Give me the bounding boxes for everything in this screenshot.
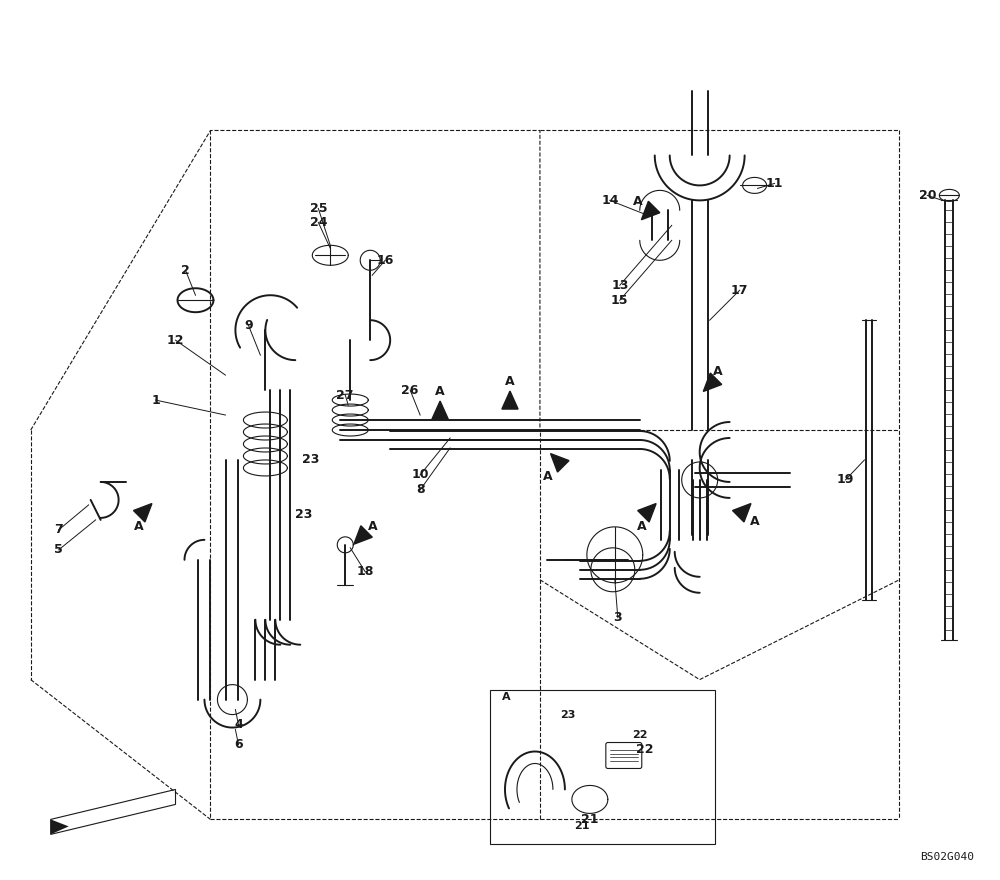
Text: A: A <box>502 692 511 701</box>
Text: A: A <box>134 520 143 533</box>
FancyBboxPatch shape <box>606 743 642 768</box>
Text: 1: 1 <box>151 393 160 407</box>
Text: 16: 16 <box>376 253 394 267</box>
Text: A: A <box>435 385 445 398</box>
Text: A: A <box>637 520 647 533</box>
Bar <box>490 690 715 845</box>
Text: 14: 14 <box>601 194 619 207</box>
Text: BS02G040: BS02G040 <box>920 853 974 862</box>
Text: 24: 24 <box>310 216 327 229</box>
Text: A: A <box>543 470 553 483</box>
Text: 15: 15 <box>611 294 629 307</box>
Text: A: A <box>750 515 759 528</box>
Text: 3: 3 <box>614 612 622 624</box>
Text: 4: 4 <box>234 718 243 731</box>
Text: 2: 2 <box>181 264 190 277</box>
Text: 18: 18 <box>357 565 374 578</box>
Polygon shape <box>502 391 518 409</box>
Polygon shape <box>133 503 152 522</box>
Polygon shape <box>51 819 69 834</box>
Text: 26: 26 <box>401 384 419 397</box>
Polygon shape <box>733 503 751 522</box>
Polygon shape <box>551 453 569 472</box>
Text: 23: 23 <box>560 709 576 720</box>
Text: 22: 22 <box>636 743 654 756</box>
Text: 17: 17 <box>731 283 748 297</box>
Text: 23: 23 <box>295 509 312 521</box>
Text: 8: 8 <box>416 483 424 496</box>
Text: 6: 6 <box>234 738 243 751</box>
Text: 21: 21 <box>574 821 590 832</box>
Text: A: A <box>713 365 722 378</box>
Text: 27: 27 <box>336 389 354 401</box>
Polygon shape <box>641 202 660 220</box>
Text: A: A <box>505 375 515 388</box>
Text: 11: 11 <box>766 177 783 190</box>
Text: 23: 23 <box>302 453 319 466</box>
Polygon shape <box>432 401 448 419</box>
Text: 22: 22 <box>632 730 648 739</box>
Text: 13: 13 <box>611 279 628 292</box>
Text: 9: 9 <box>244 319 253 332</box>
Polygon shape <box>51 789 176 834</box>
Text: 12: 12 <box>167 334 184 347</box>
Polygon shape <box>703 373 722 392</box>
Polygon shape <box>354 525 372 544</box>
Text: 10: 10 <box>411 468 429 481</box>
Polygon shape <box>638 503 656 522</box>
Text: 21: 21 <box>581 813 599 826</box>
Text: 19: 19 <box>837 473 854 487</box>
Text: 7: 7 <box>54 524 63 536</box>
Text: A: A <box>368 520 378 533</box>
Text: A: A <box>633 195 643 209</box>
Text: 5: 5 <box>54 543 63 556</box>
Text: 25: 25 <box>310 202 327 215</box>
Text: 20: 20 <box>919 189 936 202</box>
